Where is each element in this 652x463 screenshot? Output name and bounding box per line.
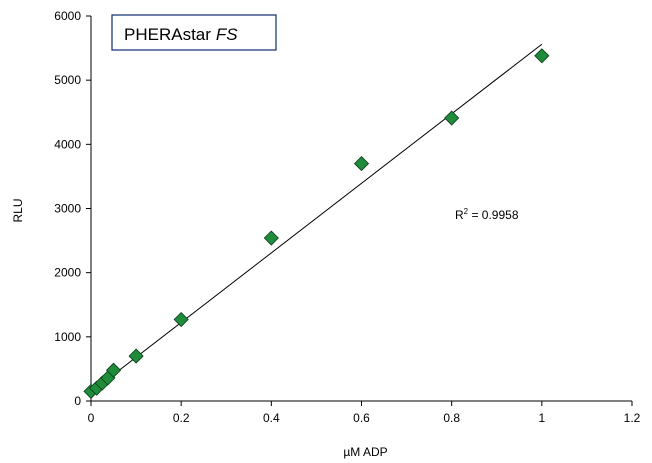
x-ticks: 0 0.2 0.4 0.6 0.8 1 1.2 — [88, 401, 641, 425]
instrument-label-frame — [111, 14, 277, 51]
data-point-diamond — [105, 362, 122, 378]
y-tick-label: 1000 — [54, 330, 81, 344]
r-squared-value: = 0.9958 — [468, 208, 519, 222]
r-squared-annotation: R2 = 0.9958 — [455, 207, 519, 222]
instrument-name: PHERAstar — [124, 25, 211, 44]
data-point-diamond — [263, 230, 279, 246]
x-tick-label: 0.8 — [443, 411, 460, 425]
axes — [90, 16, 632, 402]
x-tick-label: 1 — [538, 411, 545, 425]
y-tick-label: 5000 — [54, 73, 81, 87]
x-axis-title: µM ADP — [343, 445, 387, 459]
instrument-label-text: PHERAstar FS — [124, 25, 238, 44]
y-tick-label: 3000 — [54, 202, 81, 216]
data-point-diamond — [353, 156, 370, 172]
data-point-diamond — [173, 311, 189, 328]
y-tick-label: 4000 — [54, 137, 81, 151]
data-point-diamond — [128, 348, 144, 364]
data-point-diamond — [444, 110, 460, 126]
instrument-label-box: PHERAstar FS — [111, 14, 277, 51]
x-tick-label: 0.6 — [353, 411, 370, 425]
x-tick-label: 0.2 — [173, 411, 190, 425]
y-tick-label: 2000 — [54, 266, 81, 280]
r-squared-superscript: 2 — [464, 207, 469, 216]
x-tick-label: 0.4 — [263, 411, 280, 425]
y-tick-label: 6000 — [54, 9, 81, 23]
y-ticks: 0 1000 2000 3000 4000 5000 6000 — [54, 9, 91, 408]
y-tick-label: 0 — [74, 394, 81, 408]
instrument-model: FS — [216, 25, 238, 44]
x-tick-label: 0 — [88, 411, 95, 425]
trendline — [90, 43, 543, 393]
y-axis-title: RLU — [11, 198, 25, 222]
x-tick-label: 1.2 — [624, 411, 641, 425]
data-points — [83, 48, 550, 399]
r-squared-prefix: R — [455, 208, 464, 222]
data-point-diamond — [534, 48, 550, 64]
